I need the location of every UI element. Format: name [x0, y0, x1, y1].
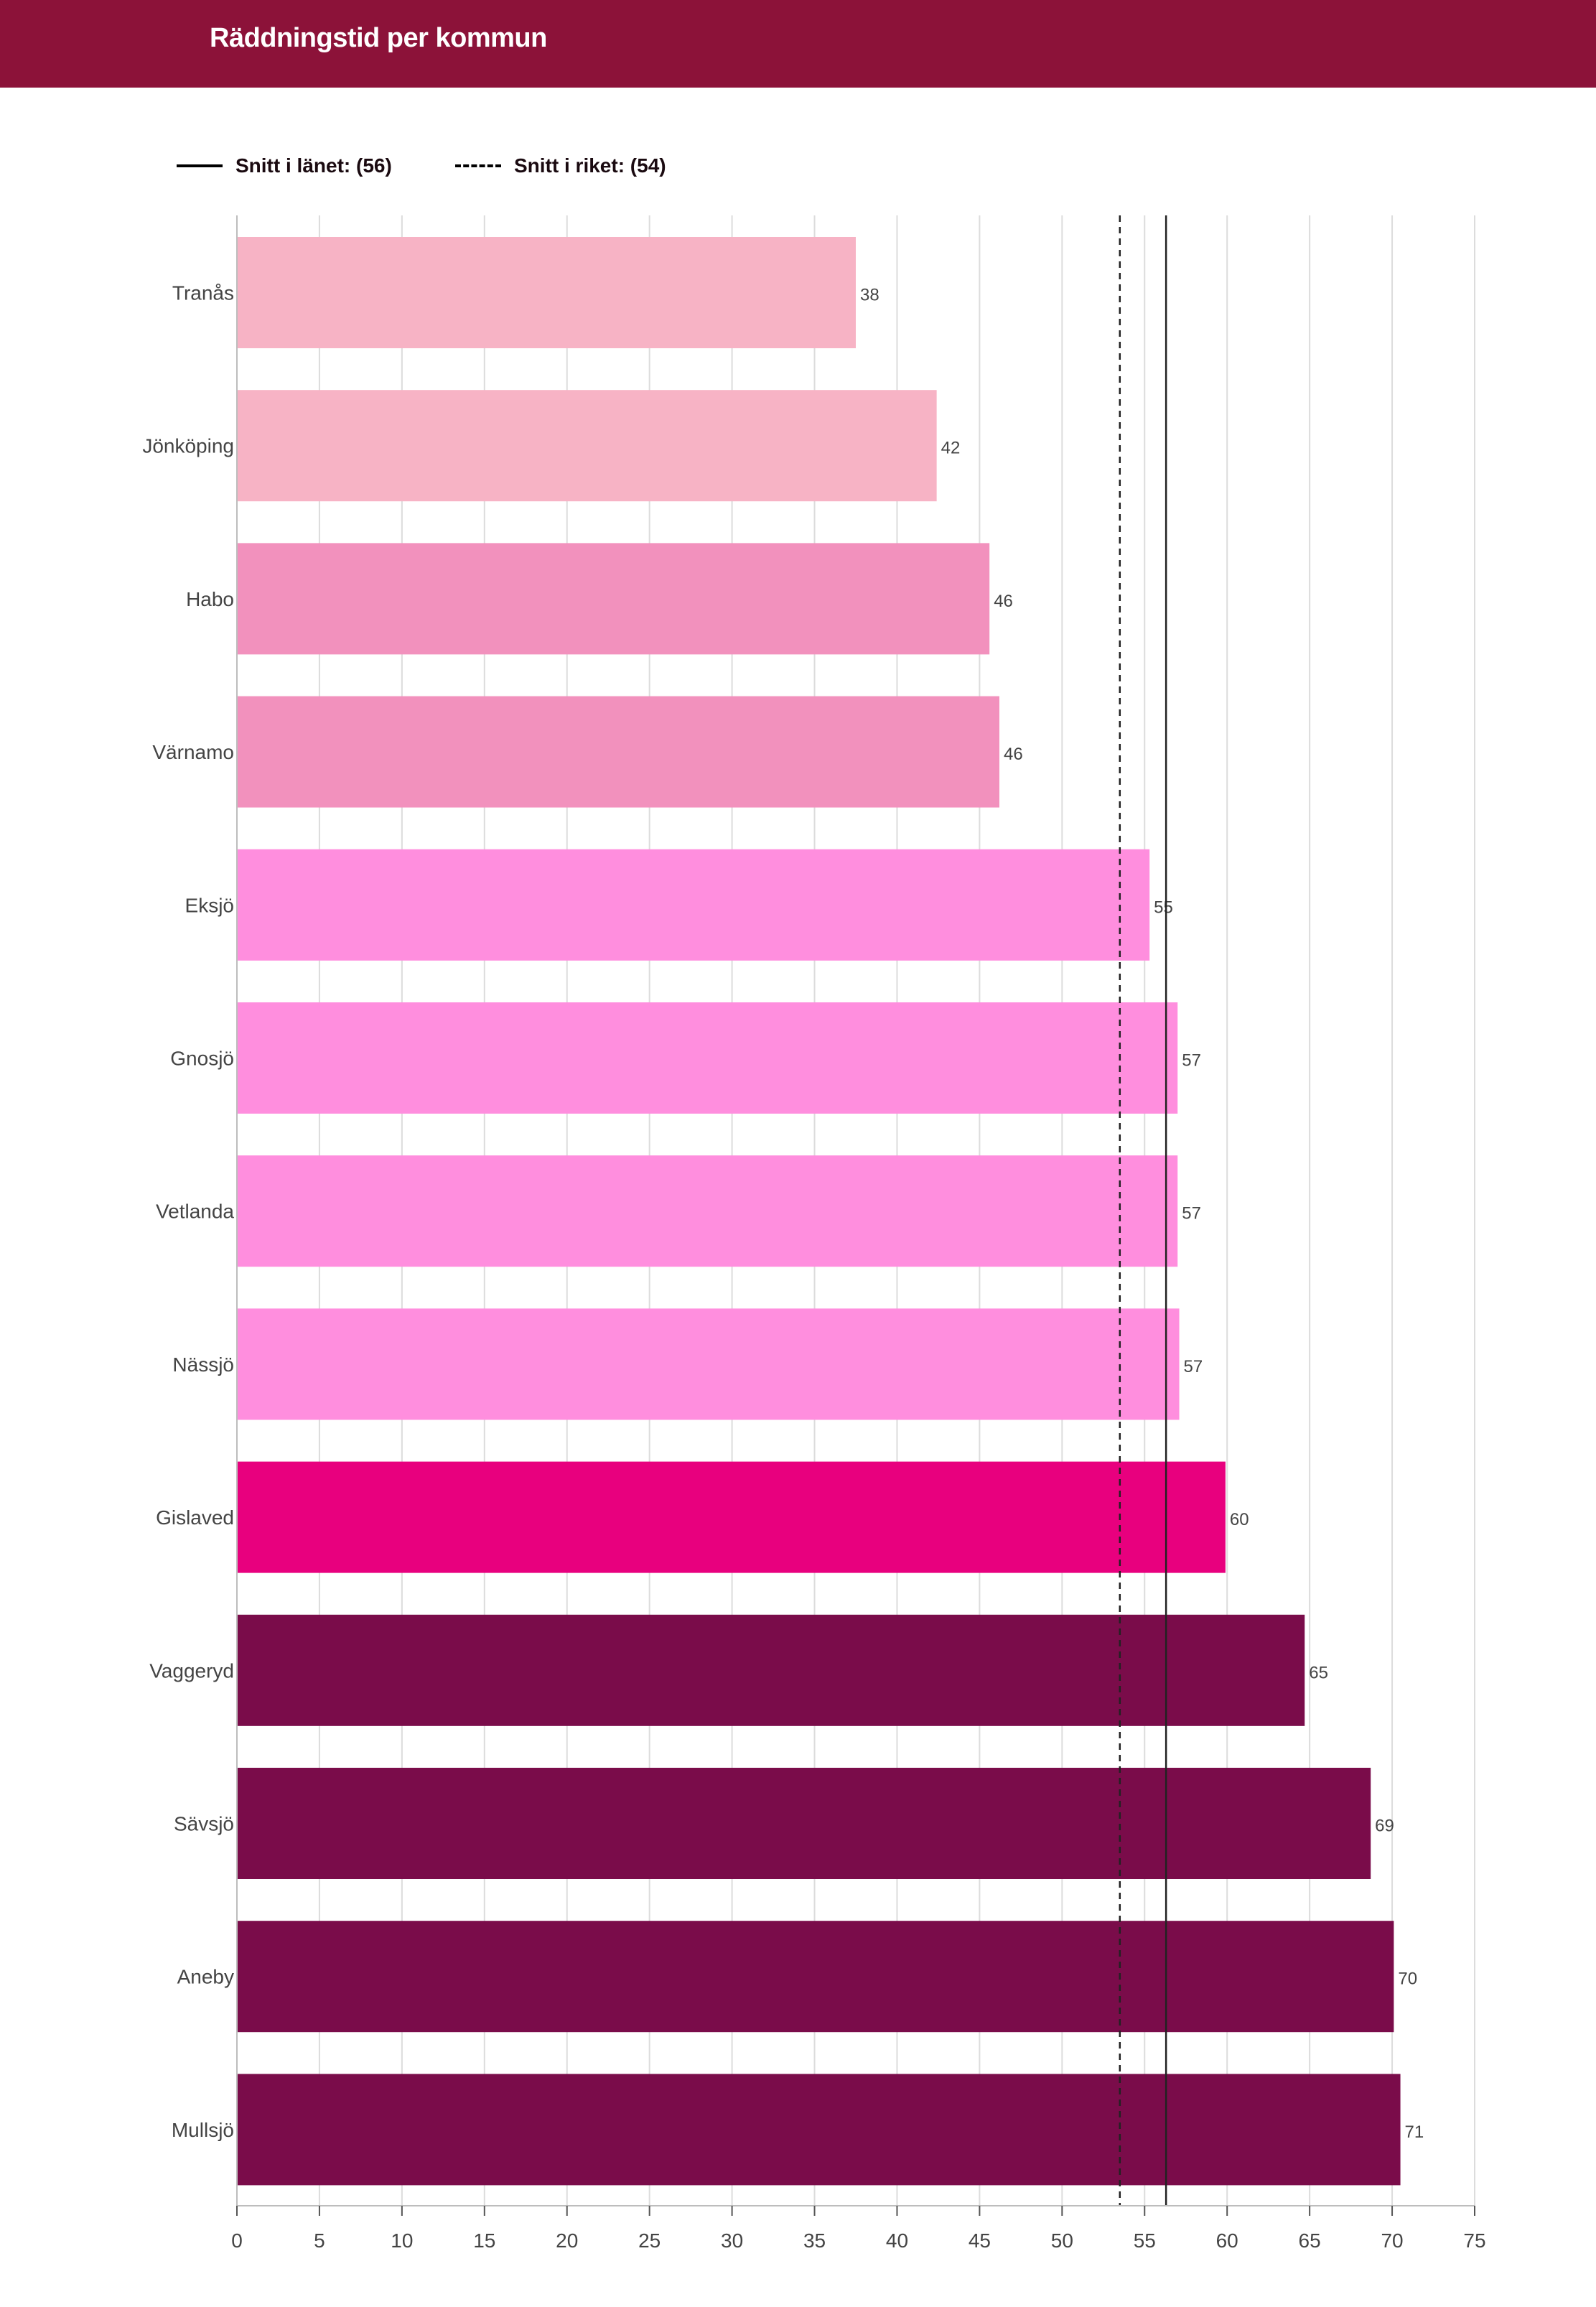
x-tick-label: 25	[638, 2229, 661, 2252]
bar	[237, 1614, 1305, 1726]
category-label: Sävsjö	[174, 1813, 234, 1835]
x-tick-label: 45	[969, 2229, 991, 2252]
page-title: Räddningstid per kommun	[210, 23, 547, 53]
bar	[237, 2074, 1401, 2186]
x-tick-label: 55	[1134, 2229, 1156, 2252]
bar	[237, 1002, 1178, 1114]
bar	[237, 1308, 1180, 1420]
data-label: 57	[1182, 1051, 1201, 1071]
category-label: Värnamo	[152, 741, 234, 763]
category-label: Vetlanda	[156, 1201, 234, 1223]
bar	[237, 849, 1150, 961]
bar	[237, 543, 990, 655]
x-tick-label: 20	[556, 2229, 578, 2252]
header-bar: Räddningstid per kommun	[0, 0, 1596, 88]
data-label: 38	[860, 286, 879, 305]
bar	[237, 696, 999, 808]
bar	[237, 390, 937, 502]
category-label: Gislaved	[156, 1506, 234, 1529]
x-tick-label: 15	[473, 2229, 495, 2252]
category-label: Eksjö	[185, 894, 234, 916]
data-label: 70	[1398, 1970, 1417, 1989]
bar	[237, 237, 856, 348]
category-label: Jönköping	[142, 435, 234, 457]
x-tick-label: 5	[314, 2229, 325, 2252]
data-label: 60	[1230, 1510, 1249, 1529]
data-label: 69	[1375, 1817, 1394, 1836]
category-label: Mullsjö	[172, 2119, 234, 2141]
data-label: 42	[941, 439, 961, 458]
data-label: 57	[1184, 1357, 1203, 1376]
category-label: Aneby	[177, 1966, 234, 1988]
legend-label-county-average: Snitt i länet: (56)	[235, 154, 392, 177]
bar	[237, 1921, 1394, 2033]
legend-item-county-average: Snitt i länet: (56)	[177, 148, 392, 184]
x-tick-label: 75	[1463, 2229, 1485, 2252]
data-label: 57	[1182, 1204, 1201, 1224]
x-tick-label: 40	[886, 2229, 908, 2252]
data-label: 55	[1154, 898, 1173, 917]
data-label: 71	[1405, 2122, 1424, 2142]
data-label: 65	[1309, 1663, 1328, 1682]
category-label: Nässjö	[172, 1353, 234, 1376]
data-label: 46	[994, 592, 1013, 611]
x-tick-label: 10	[391, 2229, 413, 2252]
category-label: Vaggeryd	[149, 1659, 234, 1682]
category-label: Habo	[186, 588, 234, 610]
category-label: Tranås	[172, 282, 234, 304]
legend-label-national-average: Snitt i riket: (54)	[514, 154, 666, 177]
bar	[237, 1768, 1371, 1879]
x-tick-label: 30	[721, 2229, 743, 2252]
x-tick-label: 0	[231, 2229, 243, 2252]
bar	[237, 1155, 1178, 1267]
legend-item-national-average: Snitt i riket: (54)	[455, 148, 666, 184]
x-tick-label: 65	[1299, 2229, 1321, 2252]
x-tick-label: 60	[1216, 2229, 1238, 2252]
x-tick-label: 70	[1381, 2229, 1403, 2252]
category-label: Gnosjö	[170, 1048, 234, 1070]
x-tick-label: 50	[1051, 2229, 1073, 2252]
bar	[237, 1461, 1226, 1573]
data-label: 46	[1004, 745, 1023, 764]
solid-line-icon	[177, 164, 223, 167]
x-tick-label: 35	[803, 2229, 826, 2252]
dashed-line-icon	[455, 164, 501, 167]
